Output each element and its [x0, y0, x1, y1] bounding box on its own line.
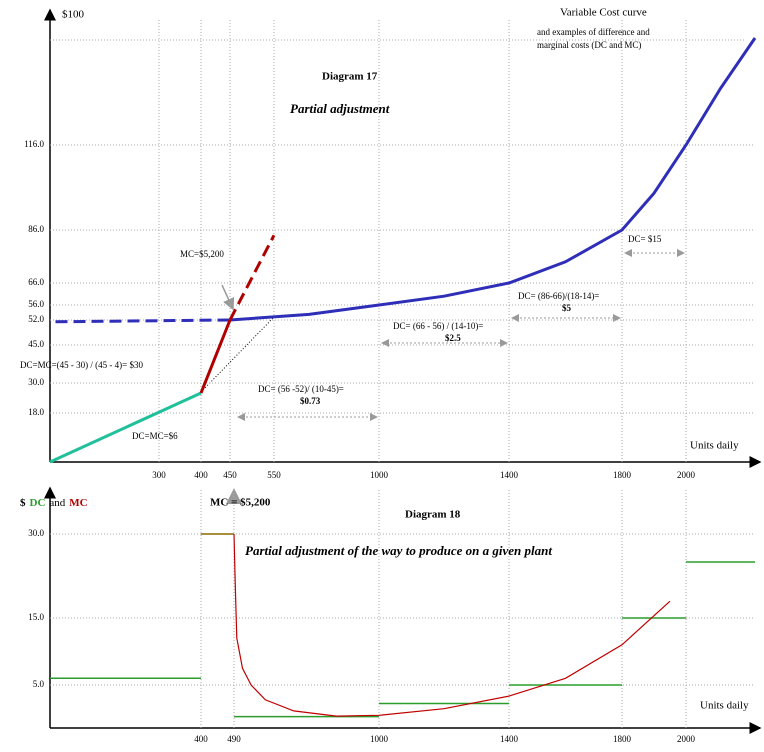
series-line: [49, 391, 202, 464]
chart-subtitle: Partial adjustment: [290, 101, 390, 116]
x-tick-label: 400: [194, 470, 208, 480]
annotation: $5: [562, 303, 572, 313]
x-tick-label: 1400: [500, 734, 519, 744]
y-axis-label-part: DC: [30, 497, 46, 509]
x-tick-label: 1400: [500, 470, 519, 480]
x-tick-label: 1000: [370, 734, 389, 744]
y-axis-label-part: $: [20, 497, 26, 509]
y-tick-label: 52.0: [28, 314, 44, 324]
x-tick-label: 550: [267, 470, 281, 480]
annotation: MC=$5,200: [180, 249, 224, 259]
series-line: [55, 318, 231, 324]
pointer-arrow: [221, 284, 235, 311]
series-line: [228, 234, 276, 321]
annotation: DC=MC=$6: [132, 431, 178, 441]
y-tick-label: 116.0: [24, 139, 44, 149]
y-axis-label: $ DC and MC: [20, 497, 88, 509]
x-tick-label: 1800: [613, 470, 632, 480]
y-tick-label: 30.0: [28, 528, 44, 538]
tangent-line: [200, 315, 276, 393]
annotation: Variable Cost curve: [560, 7, 647, 19]
chart-subtitle: Partial adjustment of the way to produce…: [245, 543, 552, 558]
annotation: DC= (56 -52)/ (10-45)=: [258, 384, 344, 394]
x-tick-label: 490: [227, 734, 241, 744]
annotation: $0.73: [300, 396, 321, 406]
annotation: MC = $5,200: [210, 497, 271, 509]
x-tick-label: 2000: [677, 734, 696, 744]
y-tick-label: 45.0: [28, 339, 44, 349]
annotation: DC= (66 - 56) / (14-10)=: [393, 321, 483, 331]
x-axis-label: Units daily: [690, 440, 739, 452]
x-axis-label: Units daily: [700, 700, 749, 712]
y-tick-label: 30.0: [28, 377, 44, 387]
x-tick-label: 1800: [613, 734, 632, 744]
annotation: and examples of difference and: [537, 27, 650, 37]
y-tick-label: 66.0: [28, 277, 44, 287]
y-tick-label: 56.0: [28, 299, 44, 309]
y-tick-label: 15.0: [28, 612, 44, 622]
annotation: DC= $15: [628, 234, 662, 244]
annotation: marginal costs (DC and MC): [537, 40, 641, 50]
annotation: DC= (86-66)/(18-14)=: [518, 291, 599, 301]
annotation: $2.5: [445, 333, 461, 343]
y-axis-label-part: MC: [69, 497, 87, 509]
x-tick-label: 1000: [370, 470, 389, 480]
x-tick-label: 450: [223, 470, 237, 480]
series-line: [233, 533, 671, 717]
y-axis-label: $100: [62, 9, 85, 21]
chart-title: Diagram 18: [405, 509, 461, 521]
x-tick-label: 300: [152, 470, 166, 480]
series-line: [199, 319, 232, 394]
x-tick-label: 400: [194, 734, 208, 744]
y-axis-label-part: and: [49, 497, 65, 509]
series-line: [229, 37, 757, 322]
x-tick-label: 2000: [677, 470, 696, 480]
y-tick-label: 5.0: [33, 679, 45, 689]
y-tick-label: 86.0: [28, 224, 44, 234]
y-tick-label: 18.0: [28, 407, 44, 417]
chart-title: Diagram 17: [322, 71, 378, 83]
annotation: DC=MC=(45 - 30) / (45 - 4)= $30: [20, 360, 143, 370]
